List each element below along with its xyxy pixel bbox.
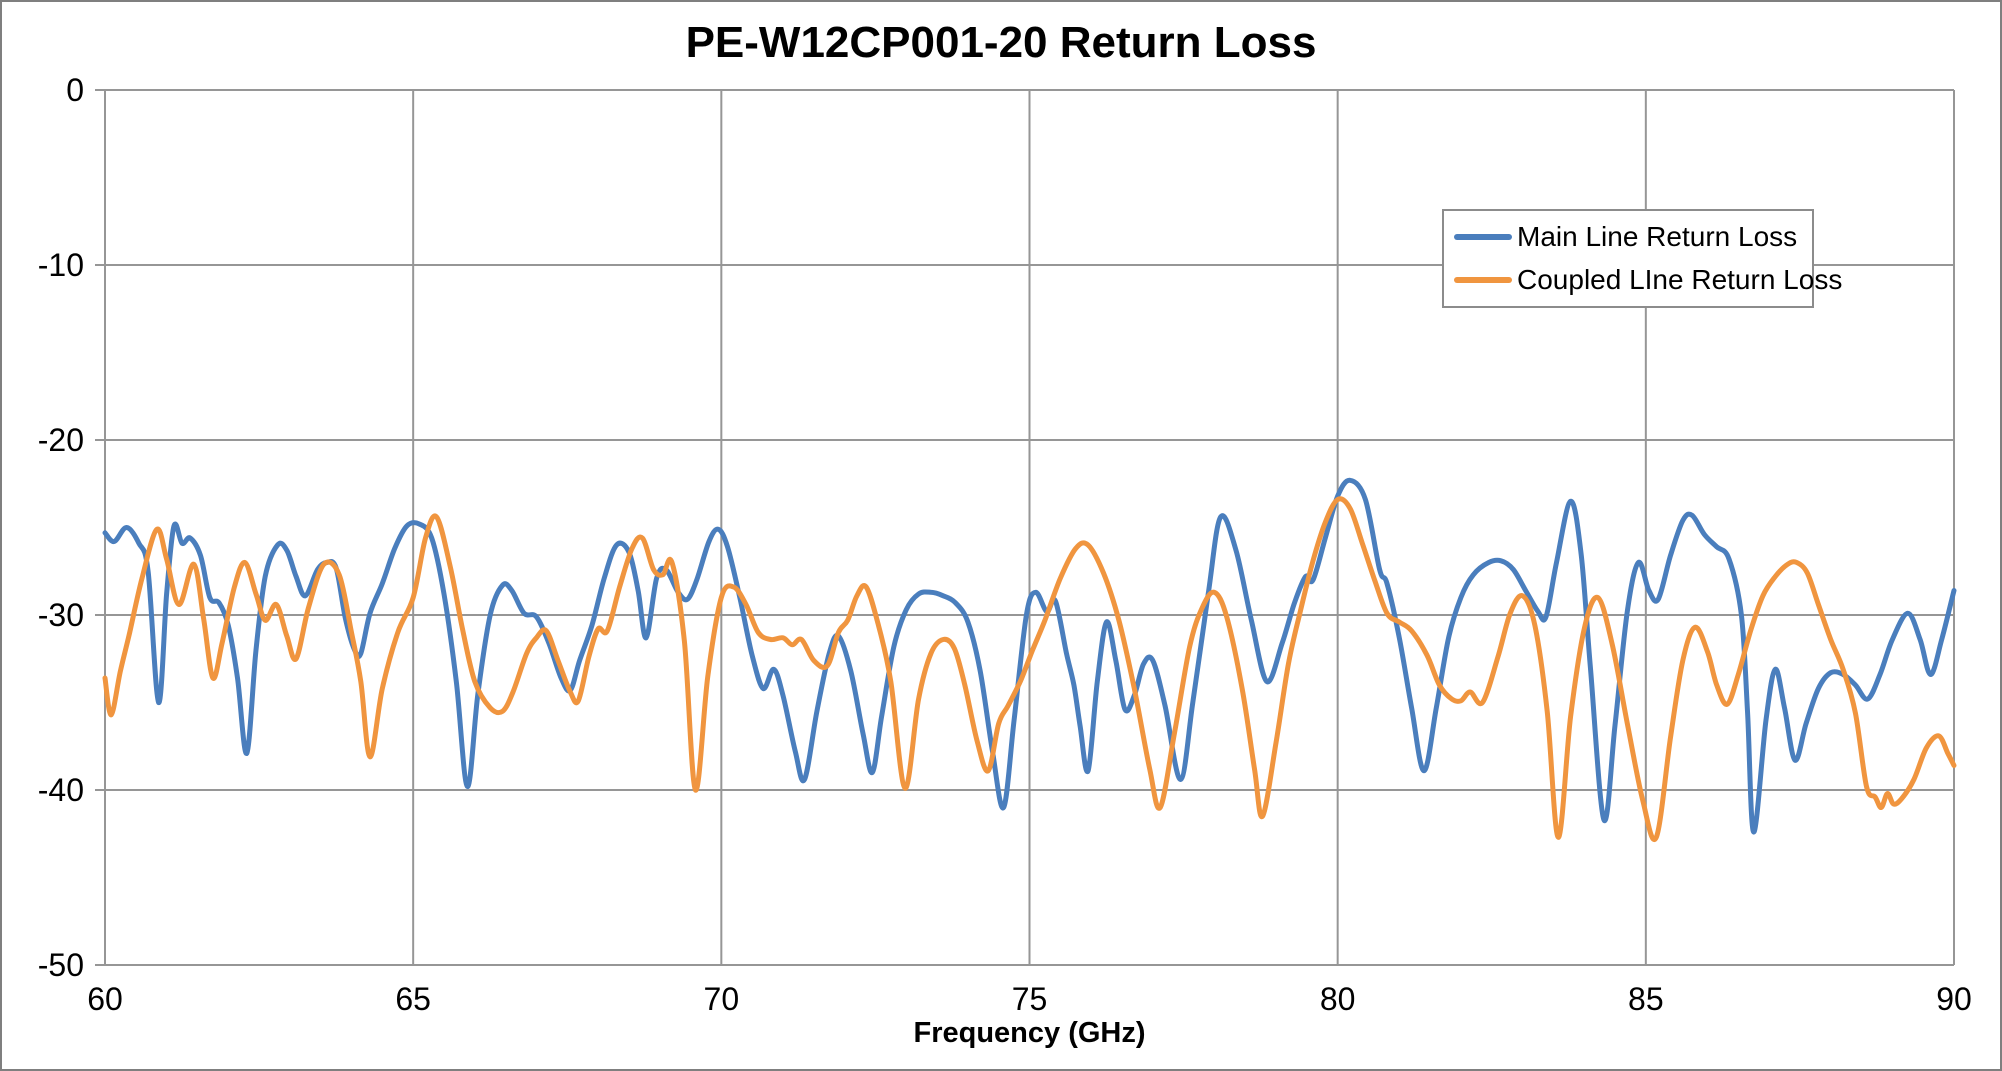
chart-title: PE-W12CP001-20 Return Loss <box>685 18 1317 67</box>
y-tick-label: -10 <box>38 247 84 283</box>
x-tick-label: 85 <box>1628 981 1664 1017</box>
main-line-series <box>102 477 1957 835</box>
legend-label-main-line: Main Line Return Loss <box>1517 220 1798 252</box>
y-tick-label: -50 <box>38 947 84 983</box>
x-tick-label: 60 <box>87 981 123 1017</box>
x-tick-label: 65 <box>395 981 431 1017</box>
legend-label-coupled-line: Coupled LIne Return Loss <box>1517 264 1843 296</box>
x-tick-label: 70 <box>704 981 740 1017</box>
x-tick-label: 80 <box>1320 981 1356 1017</box>
legend-swatch-coupled-line-icon <box>1454 277 1512 284</box>
x-axis-title: Frequency (GHz) <box>913 1017 1146 1049</box>
y-tick-label: -30 <box>38 597 84 633</box>
y-tick-label: -40 <box>38 772 84 808</box>
x-tick-label: 90 <box>1936 981 1972 1017</box>
y-tick-label: 0 <box>66 72 84 108</box>
legend-swatch-main-line-icon <box>1454 233 1512 240</box>
legend-item-main-line: Main Line Return Loss <box>1454 220 1808 252</box>
x-tick-label: 75 <box>1012 981 1048 1017</box>
y-tick-label: -20 <box>38 422 84 458</box>
legend: Main Line Return Loss Coupled LIne Retur… <box>1442 209 1842 308</box>
legend-item-coupled-line: Coupled LIne Return Loss <box>1454 266 1842 294</box>
coupled-line-series <box>102 496 1957 843</box>
